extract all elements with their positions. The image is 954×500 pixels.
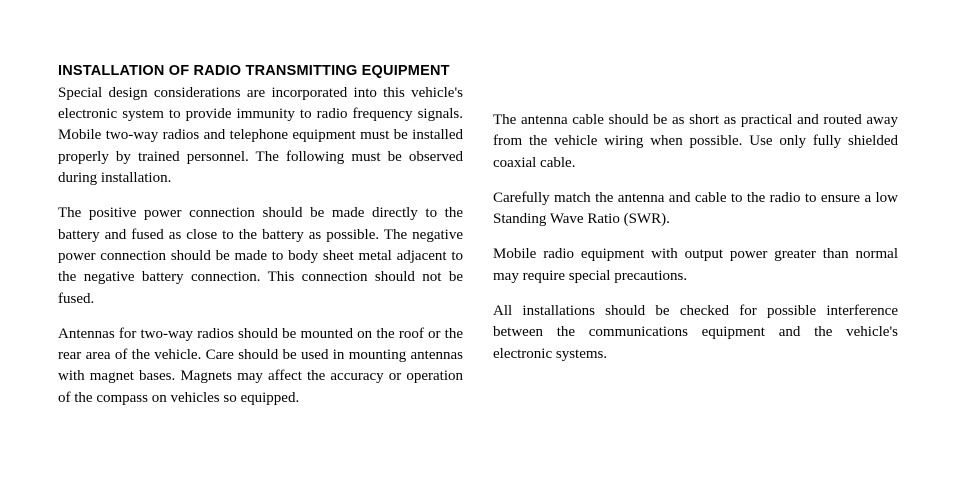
right-column: The antenna cable should be as short as … [493, 62, 898, 460]
body-paragraph: Mobile radio equipment with output power… [493, 244, 898, 287]
section-heading: INSTALLATION OF RADIO TRANSMITTING EQUIP… [58, 62, 463, 81]
body-paragraph: Carefully match the antenna and cable to… [493, 188, 898, 231]
body-paragraph: All installations should be checked for … [493, 301, 898, 365]
body-paragraph: The positive power connection should be … [58, 203, 463, 309]
body-paragraph: Antennas for two-way radios should be mo… [58, 324, 463, 409]
left-column: INSTALLATION OF RADIO TRANSMITTING EQUIP… [58, 62, 463, 460]
body-paragraph: Special design considerations are incorp… [58, 83, 463, 189]
document-page: INSTALLATION OF RADIO TRANSMITTING EQUIP… [0, 0, 954, 500]
body-paragraph: The antenna cable should be as short as … [493, 110, 898, 174]
